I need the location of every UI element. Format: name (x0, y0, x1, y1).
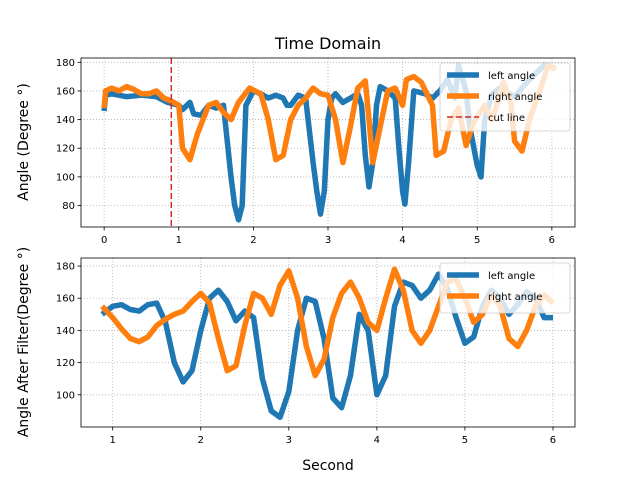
x-tick-label: 3 (325, 235, 331, 246)
legend-label: right angle (488, 292, 542, 303)
y-tick-label: 100 (56, 390, 75, 401)
x-tick-label: 1 (176, 235, 182, 246)
y-tick-label: 140 (56, 326, 75, 337)
legend-label: cut line (488, 113, 525, 124)
x-tick-label: 5 (462, 435, 468, 446)
legend: left angle right angle (439, 262, 571, 314)
axes-frame (80, 257, 576, 428)
legend: left angle right angle cut line (439, 62, 571, 132)
legend-box (439, 62, 571, 132)
legend-label: left angle (488, 71, 535, 82)
y-tick-label: 120 (56, 358, 75, 369)
y-tick-label: 160 (56, 86, 75, 97)
legend-label: left angle (488, 271, 535, 282)
bottom-panel-filtered: 1 2 3 4 5 6 100 120 140 160 180 Angle After Filter(… (16, 247, 576, 446)
y-tick-label: 180 (56, 262, 75, 273)
legend-label: right angle (488, 92, 542, 103)
x-tick-label: 6 (549, 235, 555, 246)
x-tick-label: 4 (374, 435, 380, 446)
x-tick-label: 2 (250, 235, 256, 246)
y-axis-label: Angle After Filter(Degree °) (16, 247, 32, 437)
top-panel-time-domain: 0 1 2 3 4 5 6 80 100 120 140 160 180 Angle (Degree °)… (16, 57, 576, 246)
axes-frame (80, 57, 576, 228)
x-tick-label: 3 (286, 435, 292, 446)
plot-area (100, 266, 555, 421)
y-tick-label: 180 (56, 58, 75, 69)
y-tick-label: 100 (56, 172, 75, 183)
y-tick-label: 160 (56, 294, 75, 305)
x-tick-label: 6 (550, 435, 556, 446)
x-tick-label: 1 (110, 435, 116, 446)
y-tick-label: 120 (56, 144, 75, 155)
x-tick-label: 4 (399, 235, 405, 246)
x-axis-label: Second (302, 458, 354, 474)
y-tick-label: 140 (56, 115, 75, 126)
x-tick-label: 0 (101, 235, 107, 246)
x-tick-label: 5 (474, 235, 480, 246)
y-tick-label: 80 (62, 201, 75, 212)
right-angle-series-line (100, 266, 555, 379)
chart-title: Time Domain (274, 34, 381, 53)
x-tick-label: 2 (198, 435, 204, 446)
y-axis-label: Angle (Degree °) (16, 83, 32, 201)
